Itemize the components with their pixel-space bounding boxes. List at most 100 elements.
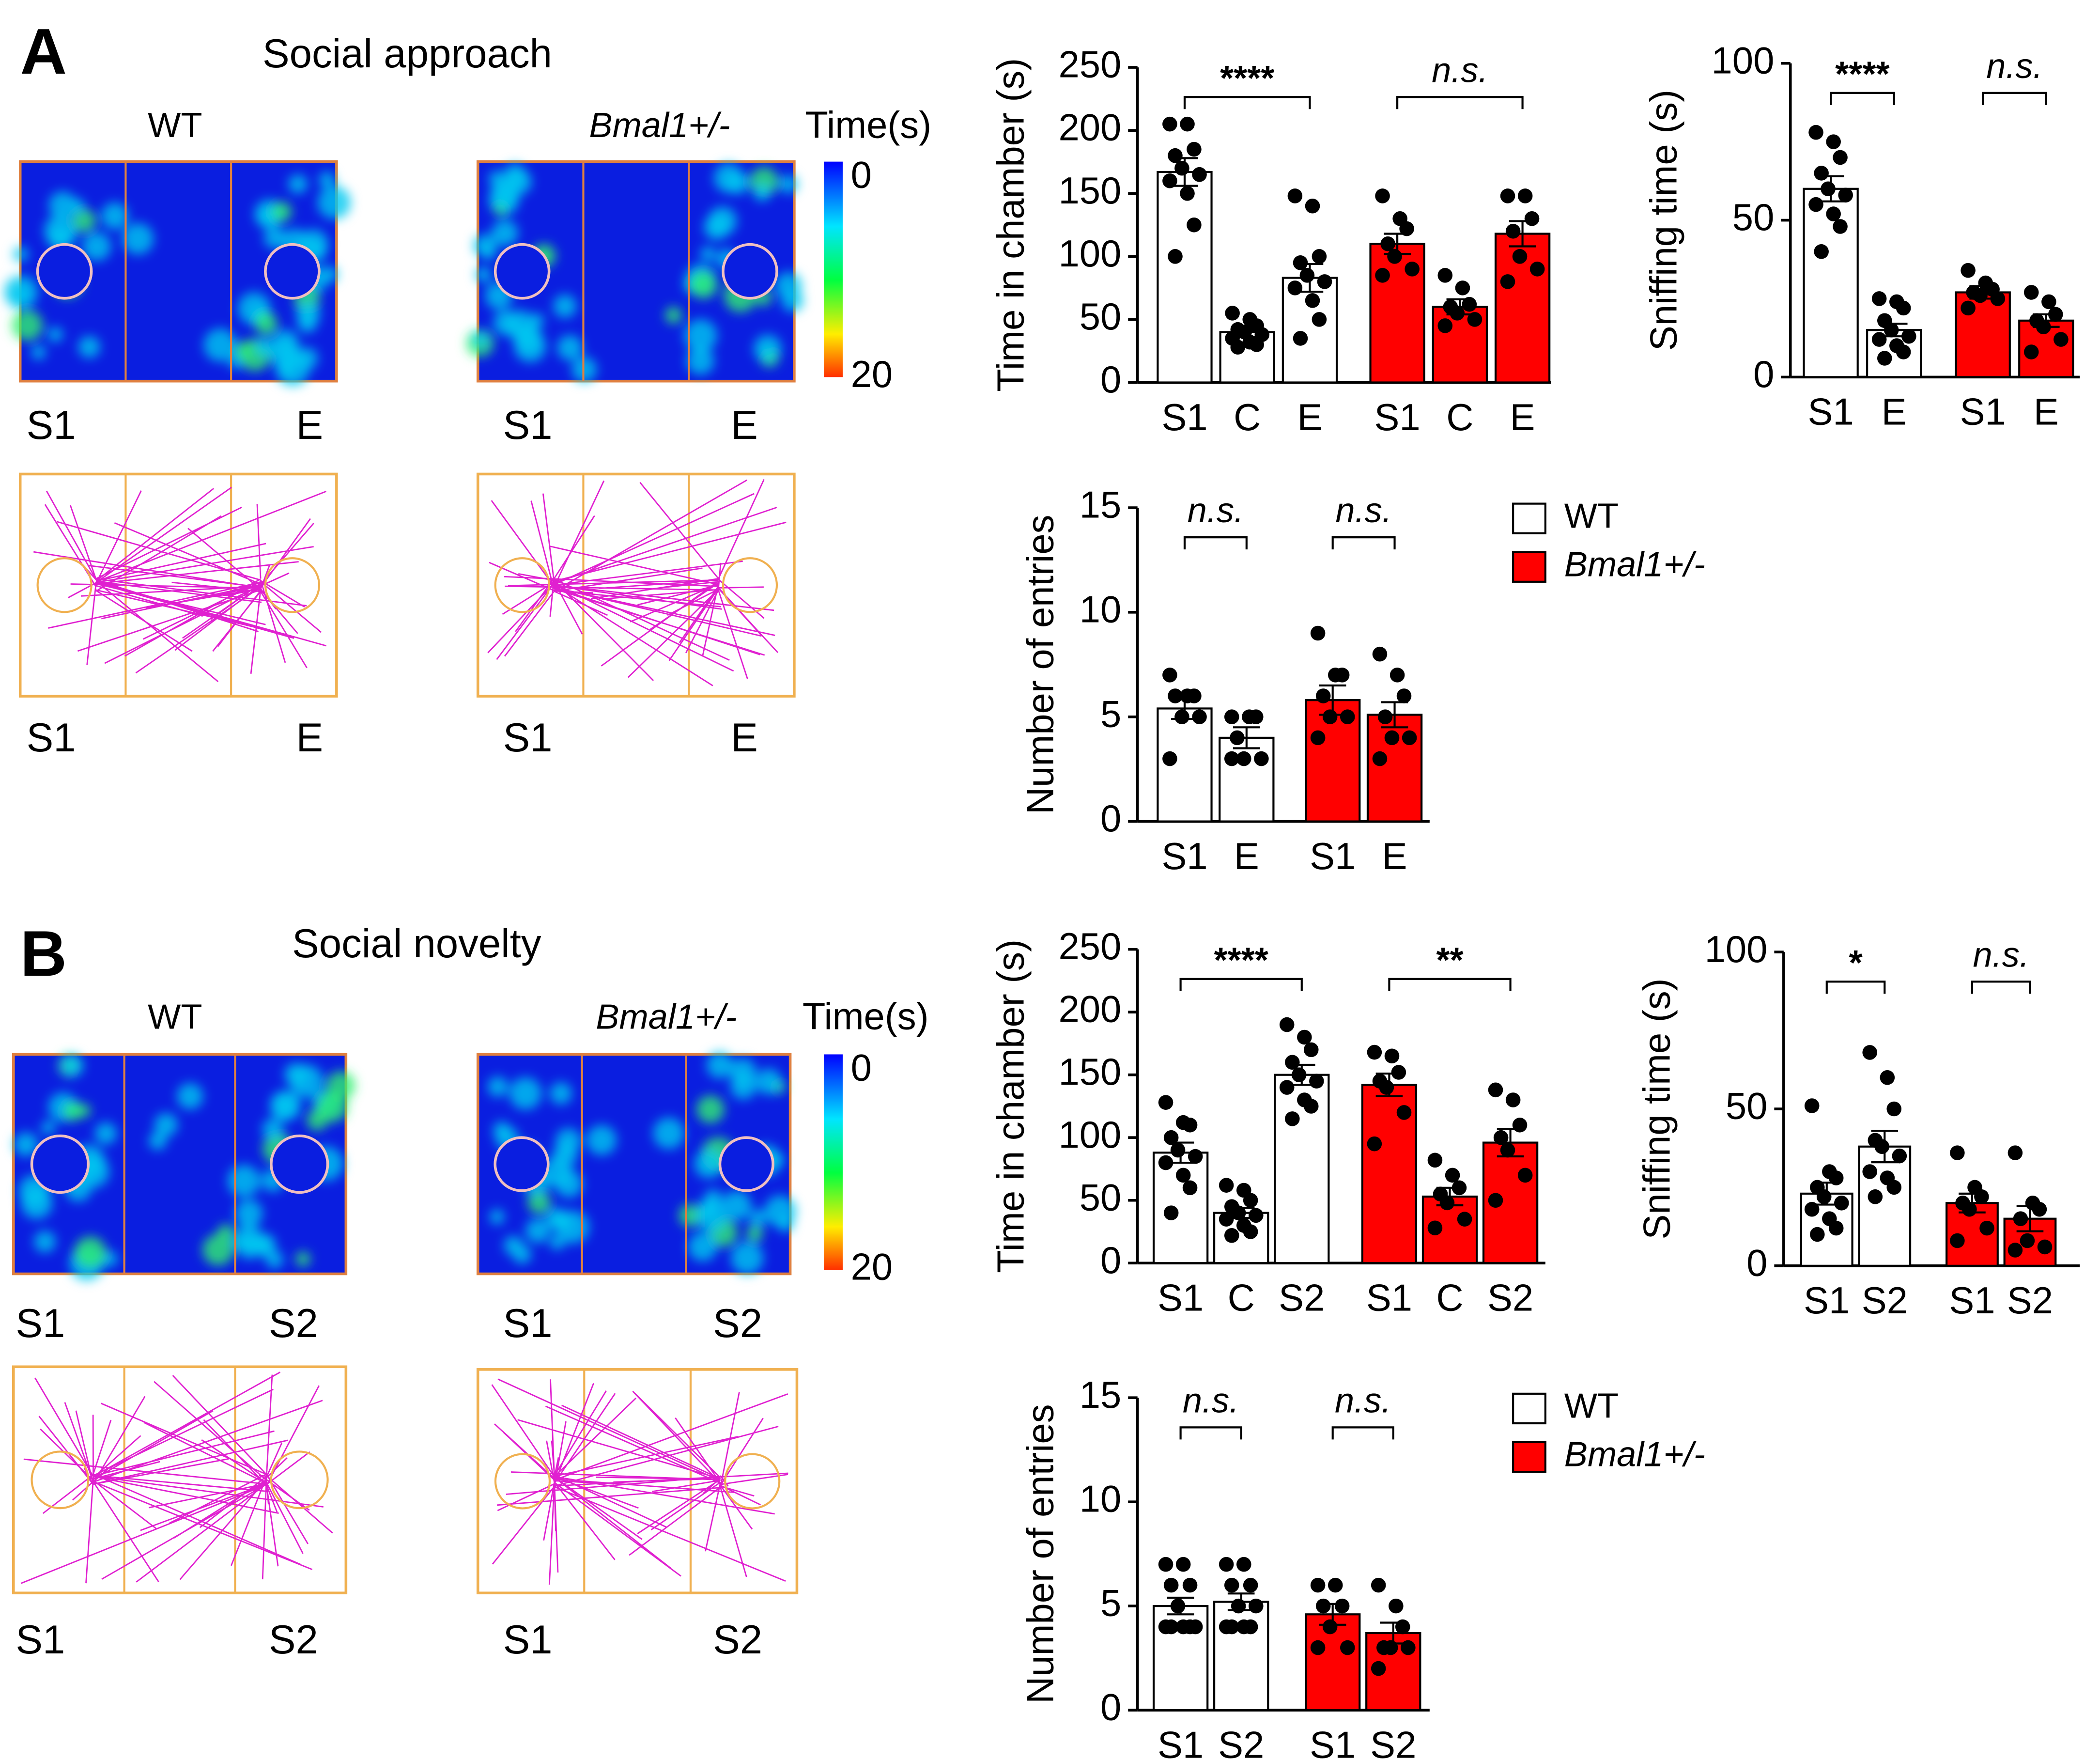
heatmap-blob	[491, 219, 518, 247]
data-point	[1896, 344, 1911, 359]
x-tick-label: S1	[1310, 1724, 1356, 1760]
legend-label: Bmal1+/-	[1564, 1435, 1705, 1474]
significance-bracket	[1183, 96, 1311, 109]
y-tick-label: 250	[1058, 44, 1121, 86]
bar	[1157, 171, 1213, 384]
data-point	[1377, 709, 1393, 725]
data-point	[1163, 1619, 1179, 1635]
heatmap-blob	[34, 1230, 56, 1253]
data-point	[1248, 709, 1264, 725]
data-point	[1243, 1577, 1258, 1593]
zone-label: S1	[503, 1301, 553, 1346]
heatmap-blob	[31, 345, 46, 360]
heatmap-blob	[319, 171, 335, 188]
y-tick-label: 0	[1100, 1687, 1121, 1729]
panel-title: Social approach	[262, 31, 552, 76]
bar	[1213, 1601, 1269, 1712]
significance-bracket	[1331, 536, 1396, 550]
data-point	[1328, 1577, 1343, 1593]
data-point	[1973, 288, 1988, 303]
data-point	[1367, 1044, 1382, 1060]
track-bg	[18, 472, 338, 698]
x-tick-label: C	[1446, 397, 1473, 438]
data-point	[1396, 1105, 1412, 1120]
cup	[494, 1136, 550, 1192]
heatmap-blob	[288, 174, 308, 194]
data-point	[1384, 730, 1400, 746]
data-point	[1219, 1557, 1234, 1572]
heatmap-blob	[122, 223, 154, 255]
heatmap-blobs	[4, 171, 351, 386]
heatmap-blob	[74, 1236, 107, 1268]
heatmap-blob	[149, 1132, 167, 1150]
y-tick-label: 150	[1058, 1051, 1121, 1093]
heatmap-blob	[684, 319, 717, 353]
legend-swatch	[1512, 551, 1546, 583]
data-point	[1808, 197, 1823, 212]
heatmap-blobs	[14, 1054, 355, 1281]
heatmap-blob	[177, 1083, 203, 1110]
data-point	[2032, 1201, 2047, 1217]
heatmap-blob	[94, 1122, 117, 1145]
data-point	[1457, 1212, 1472, 1227]
data-point	[1230, 730, 1245, 746]
x-tick-label: E	[1382, 836, 1407, 877]
x-tick-label: S1	[1161, 836, 1207, 877]
colorbar-title: Time(s)	[805, 105, 931, 146]
heatmap-blob	[557, 335, 583, 361]
data-point	[1158, 1155, 1174, 1170]
track-path	[20, 1371, 333, 1584]
heatmap-blob	[258, 207, 276, 226]
data-point	[1367, 1136, 1382, 1152]
data-point	[1305, 293, 1320, 308]
heatmap-blob	[493, 310, 519, 336]
x-tick-label: S1	[1804, 1280, 1850, 1322]
cup	[722, 243, 778, 300]
heatmap-blob	[679, 1204, 702, 1227]
data-point	[1833, 219, 1848, 234]
x-tick-label: S1	[1808, 391, 1854, 433]
heatmap-blob	[202, 1234, 234, 1266]
data-point	[1833, 150, 1848, 165]
data-point	[1383, 1640, 1398, 1655]
heatmap-blob	[472, 330, 489, 347]
data-point	[2054, 332, 2069, 347]
data-point	[1877, 351, 1892, 366]
data-point	[1962, 1201, 1977, 1217]
data-point	[1182, 1577, 1198, 1593]
heatmap-blob	[694, 1150, 723, 1179]
data-point	[1880, 1070, 1895, 1085]
significance-bracket	[1388, 978, 1512, 991]
y-tick-label: 250	[1058, 926, 1121, 967]
data-point	[1814, 166, 1829, 181]
data-point	[1310, 1577, 1326, 1593]
data-point	[1375, 268, 1390, 283]
zone-label: S1	[27, 403, 76, 448]
data-point	[2023, 285, 2039, 300]
data-point	[1170, 1142, 1186, 1158]
y-tick-label: 200	[1058, 989, 1121, 1030]
data-point	[1384, 1048, 1400, 1064]
data-point	[1243, 1619, 1258, 1635]
data-point	[1402, 730, 1417, 746]
data-point	[1187, 141, 1202, 157]
heatmap-blob	[271, 329, 299, 357]
heatmap-blob	[235, 1199, 263, 1228]
data-point	[1372, 646, 1388, 662]
data-point	[1961, 300, 1976, 316]
data-point	[1293, 331, 1308, 346]
data-point	[1390, 668, 1405, 683]
zone-label: E	[296, 715, 323, 760]
heatmap-blob	[489, 1209, 505, 1225]
data-point	[2036, 319, 2051, 335]
significance-bracket	[1396, 96, 1524, 109]
heatmap-blob	[264, 227, 286, 249]
heatmap-blob	[47, 327, 63, 343]
heatmap-blob	[254, 312, 278, 335]
y-axis-title: Sniffing time (s)	[1643, 90, 1685, 351]
zone-label: S1	[27, 715, 76, 760]
x-tick-label: S1	[1949, 1280, 1995, 1322]
heatmap-blob	[553, 294, 577, 318]
data-point	[1961, 263, 1976, 278]
